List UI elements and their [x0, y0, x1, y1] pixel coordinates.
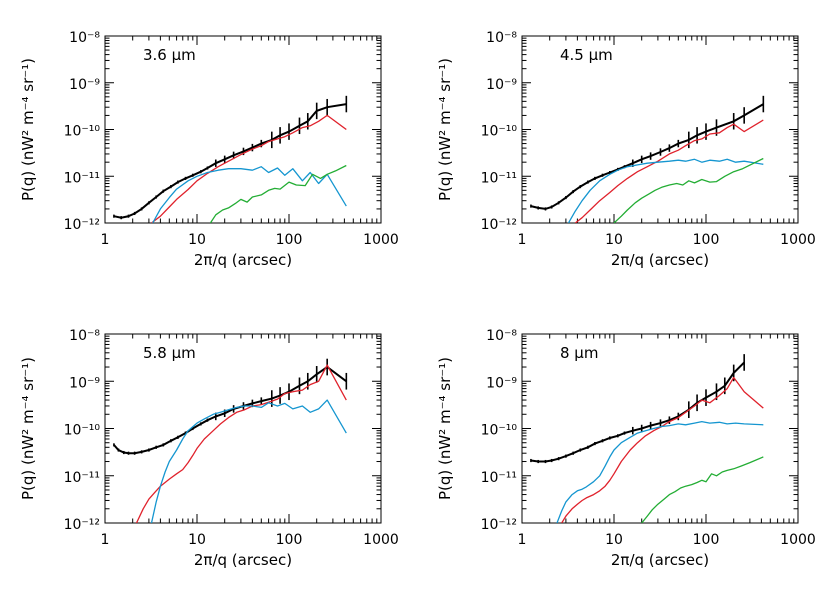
y-tick-label: 10⁻¹¹ [481, 470, 517, 486]
series-group [530, 354, 764, 523]
series-line-green [641, 456, 764, 523]
y-tick-label: 10⁻⁹ [486, 77, 517, 93]
y-tick-label: 10⁻¹¹ [64, 170, 100, 186]
series-group [113, 95, 348, 223]
y-tick-label: 10⁻¹¹ [64, 470, 100, 486]
x-tick-label: 1 [101, 232, 110, 248]
x-tick-label: 10 [605, 232, 623, 248]
y-tick-label: 10⁻¹² [481, 217, 517, 233]
series-line-blue [567, 158, 764, 223]
series-line-black [530, 103, 764, 210]
y-axis-label: P(q) (nW² m⁻⁴ sr⁻¹) [19, 58, 37, 201]
x-tick-label: 1 [518, 532, 527, 548]
y-tick-label: 10⁻⁹ [69, 77, 100, 93]
y-tick-label: 10⁻⁸ [486, 30, 517, 46]
series-line-blue [150, 399, 347, 523]
series-line-green [209, 164, 347, 223]
series-line-black [113, 365, 347, 455]
panel-label: 4.5 μm [560, 46, 613, 64]
y-tick-label: 10⁻¹² [481, 517, 517, 533]
y-axis-label: P(q) (nW² m⁻⁴ sr⁻¹) [436, 357, 454, 500]
x-tick-label: 100 [693, 532, 720, 548]
chart-panel-1: 1 10 100 1000 10⁻¹² 10⁻¹¹ 10⁻¹⁰ 10⁻⁹ 10⁻⁸ 2π/q (a… [19, 30, 399, 269]
panel-label: 3.6 μm [143, 46, 196, 64]
y-axis-label: P(q) (nW² m⁻⁴ sr⁻¹) [436, 58, 454, 201]
y-tick-label: 10⁻⁸ [486, 328, 517, 344]
series-line-red [151, 114, 347, 223]
y-tick-label: 10⁻⁸ [69, 328, 100, 344]
series-line-red [561, 376, 764, 523]
x-tick-label: 1000 [780, 532, 816, 548]
y-tick-label: 10⁻¹⁰ [481, 124, 518, 140]
plot-frame [104, 333, 382, 524]
x-axis-label: 2π/q (arcsec) [611, 551, 709, 569]
y-tick-label: 10⁻⁹ [69, 375, 100, 391]
y-axis-label: P(q) (nW² m⁻⁴ sr⁻¹) [19, 357, 37, 500]
series-line-red [135, 364, 347, 523]
panel-label: 8 μm [560, 344, 598, 362]
y-tick-label: 10⁻¹¹ [481, 170, 517, 186]
x-axis-label: 2π/q (arcsec) [611, 251, 709, 269]
chart-panel-4: 1 10 100 1000 10⁻¹² 10⁻¹¹ 10⁻¹⁰ 10⁻⁹ 10⁻⁸ 2π/q (a… [436, 328, 816, 569]
x-tick-label: 10 [188, 232, 206, 248]
series-line-red [574, 119, 764, 223]
series-line-black [530, 361, 745, 463]
x-tick-label: 100 [276, 232, 303, 248]
x-tick-label: 100 [693, 232, 720, 248]
panel-label: 5.8 μm [143, 344, 196, 362]
plot-frame [521, 35, 799, 224]
x-tick-label: 1000 [780, 232, 816, 248]
y-tick-label: 10⁻¹⁰ [481, 423, 518, 439]
plot-frame [521, 333, 799, 524]
x-tick-label: 100 [276, 532, 303, 548]
x-tick-label: 10 [188, 532, 206, 548]
series-group [113, 358, 348, 523]
series-line-blue [556, 420, 764, 523]
x-tick-label: 1 [518, 232, 527, 248]
chart-panel-2: 1 10 100 1000 10⁻¹² 10⁻¹¹ 10⁻¹⁰ 10⁻⁹ 10⁻⁸ 2π/q (a… [436, 30, 816, 269]
x-tick-label: 1 [101, 532, 110, 548]
y-tick-label: 10⁻⁸ [69, 30, 100, 46]
series-group [530, 95, 765, 223]
x-axis-label: 2π/q (arcsec) [194, 251, 292, 269]
x-tick-label: 10 [605, 532, 623, 548]
x-axis-label: 2π/q (arcsec) [194, 551, 292, 569]
x-tick-label: 1000 [363, 532, 399, 548]
y-tick-label: 10⁻¹² [64, 217, 100, 233]
series-line-black [113, 103, 347, 219]
y-tick-label: 10⁻¹⁰ [64, 423, 101, 439]
y-tick-label: 10⁻⁹ [486, 375, 517, 391]
x-tick-label: 1000 [363, 232, 399, 248]
series-line-green [613, 157, 764, 223]
series-line-blue [152, 166, 347, 223]
chart-panel-3: 1 10 100 1000 10⁻¹² 10⁻¹¹ 10⁻¹⁰ 10⁻⁹ 10⁻⁸ 2π/q (a… [19, 328, 399, 569]
y-tick-label: 10⁻¹⁰ [64, 124, 101, 140]
y-tick-label: 10⁻¹² [64, 517, 100, 533]
